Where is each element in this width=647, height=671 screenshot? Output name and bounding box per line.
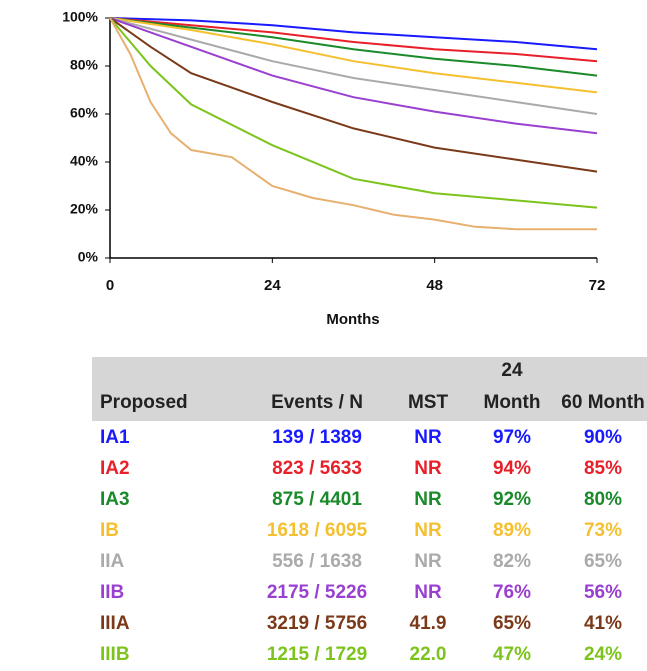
column-header: MST (407, 392, 449, 413)
table-cell: 556 / 1638 (272, 551, 362, 572)
survival-curve (109, 17, 598, 94)
table-cell: NR (414, 551, 442, 572)
table-cell: 85% (583, 458, 623, 479)
table-cell: 73% (583, 520, 623, 541)
table-cell: IIA (100, 551, 125, 572)
table-cell: NR (414, 489, 442, 510)
table-cell: NR (414, 427, 442, 448)
table-cell: 3219 / 5756 (266, 613, 368, 634)
table-header: Proposed Events / N MST 24 Month 60 Month (92, 357, 647, 421)
table-cell: NR (414, 582, 442, 603)
table-cell: 2175 / 5226 (266, 582, 368, 603)
column-header: Events / N (271, 392, 363, 413)
table-cell: 65% (583, 551, 623, 572)
table-cell: 823 / 5633 (272, 458, 362, 479)
table-cell: 82% (492, 551, 532, 572)
table-cell: 76% (492, 582, 532, 603)
survival-curve (109, 17, 597, 231)
y-tick-label: 60% (70, 105, 99, 121)
y-tick-label: 100% (62, 9, 98, 25)
column-header: Proposed (100, 392, 188, 413)
table-cell: IA3 (100, 489, 130, 510)
table-cell: 90% (583, 427, 623, 448)
table-cell: IIB (100, 582, 125, 603)
survival-curve (109, 17, 598, 135)
table-cell: IB (100, 520, 119, 541)
y-tick-label: 20% (70, 201, 99, 217)
table-cell: IA1 (100, 427, 130, 448)
table-cell: 41.9 (409, 613, 447, 634)
chart: Months 100% 80% 60% 40% 20% 0% 0 24 48 72 (62, 9, 606, 328)
survival-curve (109, 17, 598, 63)
table-cell: 89% (492, 520, 532, 541)
table-cell: NR (414, 520, 442, 541)
x-tick-label: 0 (106, 277, 114, 294)
y-tick-label: 40% (70, 153, 99, 169)
column-header: 24 Month (483, 360, 541, 413)
survival-curve (109, 17, 598, 173)
table-cell: 65% (492, 613, 532, 634)
table-cell: 80% (583, 489, 623, 510)
table-cell: 97% (492, 427, 532, 448)
table-cell: 47% (492, 644, 532, 665)
y-tick-label: 80% (70, 57, 99, 73)
table-cell: IIIB (100, 644, 130, 665)
x-tick-label: 24 (264, 277, 281, 294)
x-axis-label: Months (326, 311, 379, 328)
y-tick-label: 0% (78, 249, 99, 265)
survival-curve (109, 17, 598, 51)
survival-curve (109, 17, 598, 77)
column-header: 60 Month (561, 392, 645, 413)
table-cell: 94% (492, 458, 532, 479)
table-cell: 24% (583, 644, 623, 665)
table-cell: NR (414, 458, 442, 479)
table-cell: 41% (583, 613, 623, 634)
survival-curve (109, 17, 598, 115)
table-cell: 56% (583, 582, 623, 603)
table-cell: IIIA (100, 613, 130, 634)
survival-curve (109, 17, 598, 209)
table-cell: 22.0 (409, 644, 447, 665)
table-cell: 875 / 4401 (272, 489, 362, 510)
table-cell: IA2 (100, 458, 130, 479)
table-cell: 1215 / 1729 (266, 644, 368, 665)
x-tick-label: 72 (589, 277, 606, 294)
x-tick-label: 48 (426, 277, 443, 294)
table-cell: 92% (492, 489, 532, 510)
table-cell: 1618 / 6095 (266, 520, 368, 541)
table-cell: 139 / 1389 (272, 427, 362, 448)
